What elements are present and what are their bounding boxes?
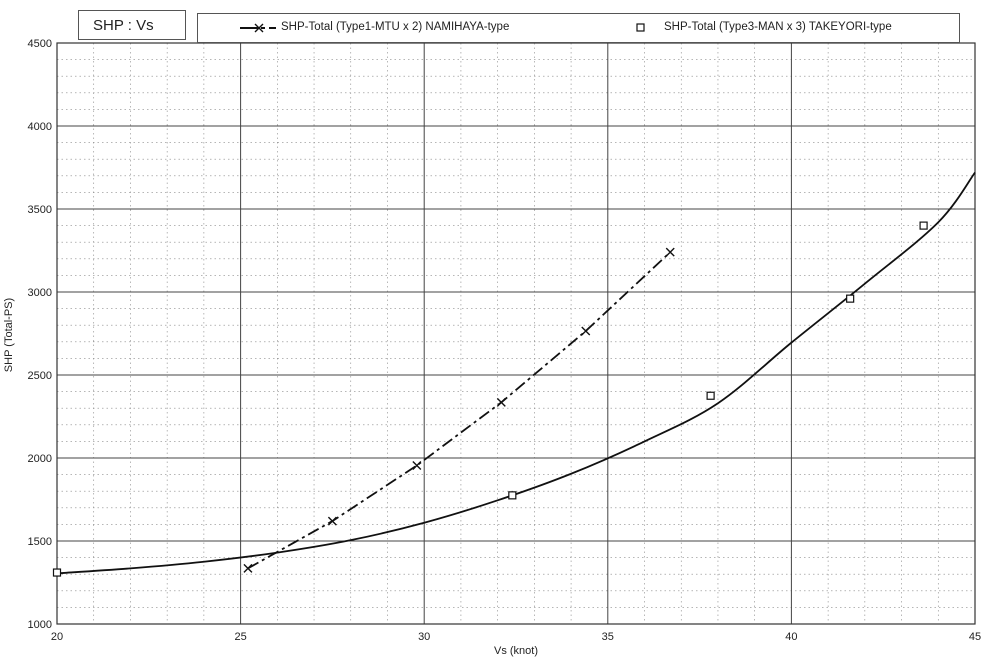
series-takeyori-point <box>919 221 928 230</box>
series-namihaya-line <box>247 251 671 570</box>
x-tick-labels: 20 25 30 35 40 45 <box>51 631 981 643</box>
series-takeyori-point <box>846 294 855 303</box>
x-tick-label: 45 <box>969 631 981 643</box>
series-takeyori-point <box>706 391 715 400</box>
x-axis-label: Vs (knot) <box>494 645 538 657</box>
legend-marker-namihaya <box>240 23 276 33</box>
plot-frame <box>56 42 976 625</box>
y-tick-label: 3000 <box>28 287 52 299</box>
y-tick-label: 1000 <box>28 619 52 631</box>
x-tick-label: 25 <box>234 631 246 643</box>
y-tick-label: 2000 <box>28 453 52 465</box>
x-tick-label: 20 <box>51 631 63 643</box>
chart-title-box: SHP : Vs <box>78 10 186 40</box>
series-namihaya-point <box>243 563 253 573</box>
y-tick-label: 2500 <box>28 370 52 382</box>
y-tick-label: 4000 <box>28 121 52 133</box>
x-tick-label: 35 <box>602 631 614 643</box>
series-layer <box>52 171 976 577</box>
minor-grid <box>57 43 975 624</box>
y-tick-label: 4500 <box>28 38 52 50</box>
series-takeyori-point <box>52 568 62 577</box>
y-axis-label: SHP (Total-PS) <box>3 298 15 372</box>
series-takeyori-curve <box>56 171 976 575</box>
x-tick-label: 30 <box>418 631 430 643</box>
major-grid <box>56 42 976 625</box>
series-namihaya-point <box>327 516 337 526</box>
legend: SHP-Total (Type1-MTU x 2) NAMIHAYA-type … <box>197 13 960 43</box>
legend-marker-takeyori <box>636 23 645 32</box>
chart-title: SHP : Vs <box>93 17 154 34</box>
series-takeyori-point <box>508 491 517 500</box>
series-namihaya-point <box>496 397 506 407</box>
x-tick-label: 40 <box>785 631 797 643</box>
series-namihaya-point <box>665 247 675 257</box>
legend-label-namihaya: SHP-Total (Type1-MTU x 2) NAMIHAYA-type <box>281 21 510 33</box>
y-tick-labels: 1000 1500 2000 2500 3000 3500 4000 4500 <box>28 38 52 631</box>
y-tick-label: 3500 <box>28 204 52 216</box>
y-tick-label: 1500 <box>28 536 52 548</box>
series-namihaya-point <box>581 326 591 336</box>
series-namihaya-point <box>412 460 422 470</box>
legend-label-takeyori: SHP-Total (Type3-MAN x 3) TAKEYORI-type <box>664 21 892 33</box>
